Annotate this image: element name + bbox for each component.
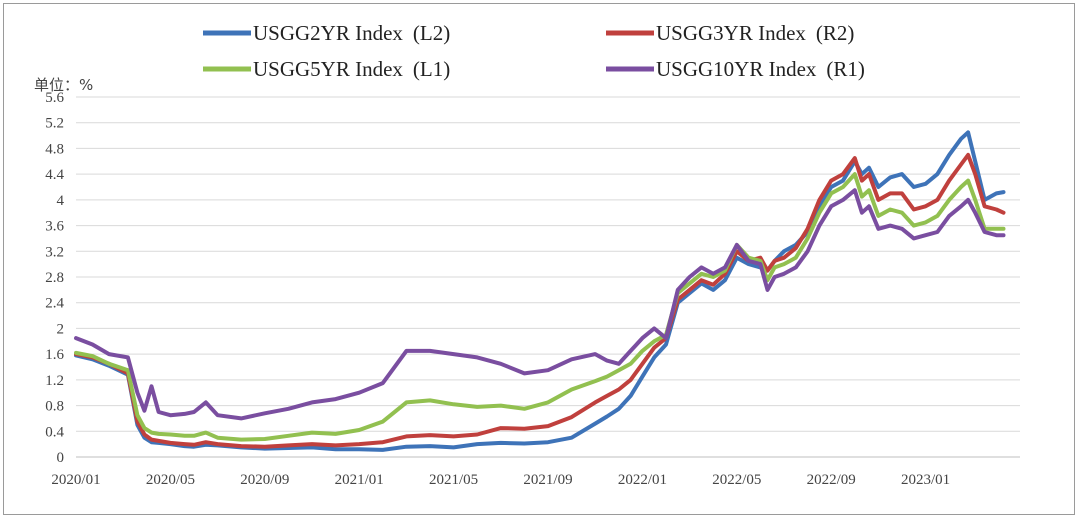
y-tick-label: 1.6 <box>45 347 64 363</box>
line-chart: USGG2YR Index (L2) USGG3YR Index (R2) USGG… <box>34 21 1020 488</box>
x-tick-label: 2020/05 <box>146 472 195 488</box>
legend-item-usgg2yr: USGG2YR Index (L2) <box>203 21 450 45</box>
y-tick-label: 5.6 <box>45 90 64 106</box>
series-line-usgg3yr <box>74 152 1006 449</box>
y-tick-label: 5.2 <box>45 116 64 132</box>
legend-item-usgg3yr: USGG3YR Index (R2) <box>606 21 854 45</box>
y-tick-label: 0.8 <box>45 399 64 415</box>
chart-frame: USGG2YR Index (L2) USGG3YR Index (R2) USGG… <box>3 3 1075 515</box>
x-tick-label: 2021/05 <box>429 472 478 488</box>
series-line-usgg10yr <box>74 188 1006 421</box>
y-tick-label: 3.6 <box>45 219 64 235</box>
chart-legend: USGG2YR Index (L2) USGG3YR Index (R2) USGG… <box>203 21 865 81</box>
x-tick-label: 2022/05 <box>712 472 761 488</box>
legend-label-usgg2yr: USGG2YR Index (L2) <box>253 21 450 45</box>
unit-label: 单位：% <box>34 76 93 94</box>
y-tick-label: 0.4 <box>45 424 64 440</box>
legend-label-usgg10yr: USGG10YR Index (R1) <box>656 57 865 81</box>
series-line-usgg2yr <box>74 130 1006 452</box>
series-line-usgg5yr <box>74 172 1006 442</box>
y-tick-label: 2.4 <box>45 296 64 312</box>
y-tick-label: 2 <box>57 321 65 337</box>
y-axis: 0 0.4 0.8 1.2 1.6 2 2.4 2.8 3.2 3.6 4 4.4 4.8 5.2 5.6 <box>45 90 64 466</box>
legend-item-usgg5yr: USGG5YR Index (L1) <box>203 57 450 81</box>
series-lines <box>74 130 1006 452</box>
y-tick-label: 1.2 <box>45 373 64 389</box>
y-tick-label: 2.8 <box>45 270 64 286</box>
y-tick-label: 0 <box>57 450 65 466</box>
y-tick-label: 4.8 <box>45 141 64 157</box>
x-tick-label: 2021/01 <box>335 472 384 488</box>
x-tick-label: 2022/09 <box>807 472 856 488</box>
x-axis: 2020/01 2020/05 2020/09 2021/01 2021/05 2021/… <box>51 472 950 488</box>
y-tick-label: 4 <box>57 193 65 209</box>
x-tick-label: 2022/01 <box>618 472 667 488</box>
legend-label-usgg5yr: USGG5YR Index (L1) <box>253 57 450 81</box>
x-tick-label: 2020/09 <box>240 472 289 488</box>
y-tick-label: 3.2 <box>45 244 64 260</box>
y-tick-label: 4.4 <box>45 167 64 183</box>
legend-label-usgg3yr: USGG3YR Index (R2) <box>656 21 854 45</box>
x-tick-label: 2020/01 <box>51 472 100 488</box>
legend-item-usgg10yr: USGG10YR Index (R1) <box>606 57 865 81</box>
x-tick-label: 2023/01 <box>901 472 950 488</box>
x-tick-label: 2021/09 <box>523 472 572 488</box>
